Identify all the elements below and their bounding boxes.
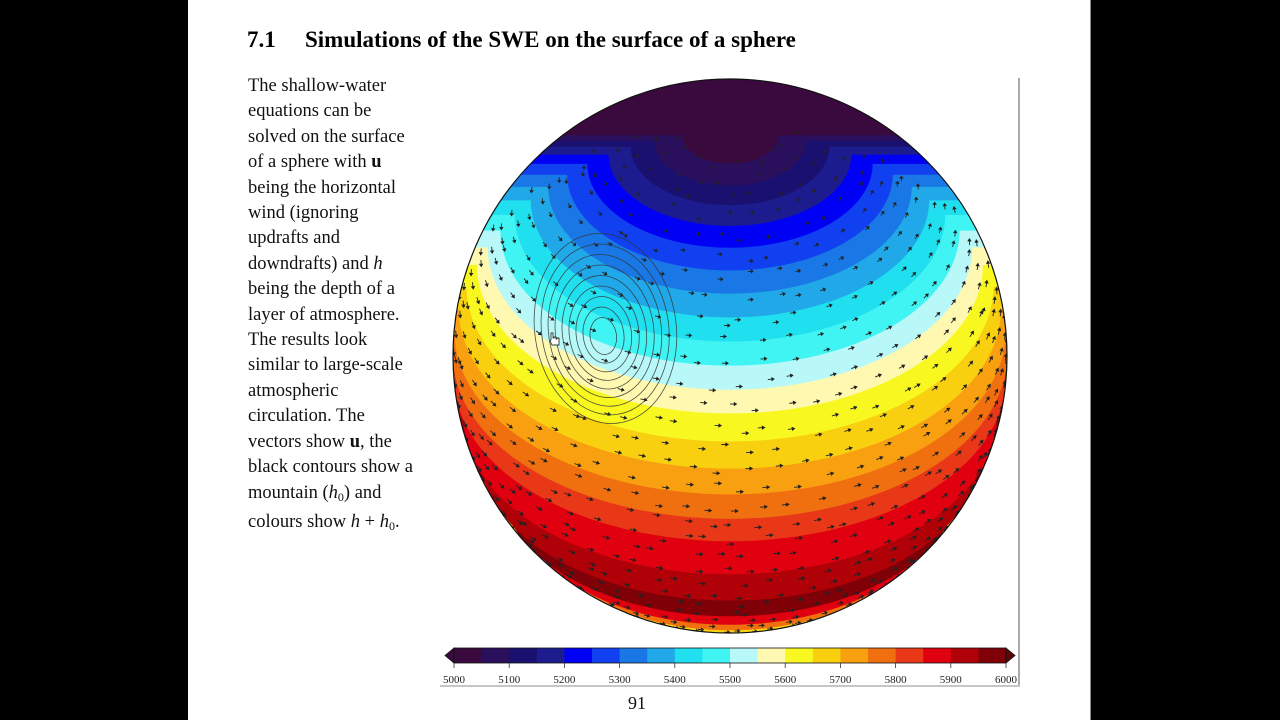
figure-caption-text: The shallow-water equations can be solved … bbox=[248, 74, 448, 539]
section-number: 7.1 bbox=[247, 27, 276, 52]
text-line: being the horizontal bbox=[248, 177, 396, 198]
text-line: of a sphere with u bbox=[248, 152, 382, 173]
colorbar-tick-label: 5500 bbox=[719, 674, 742, 686]
text-line: solved on the surface bbox=[248, 126, 405, 147]
text-line: updrafts and bbox=[248, 228, 340, 249]
text-line: The shallow-water bbox=[248, 76, 387, 96]
colorbar-tick-label: 5700 bbox=[829, 674, 852, 686]
hand-cursor-icon bbox=[549, 332, 560, 346]
colorbar-tick-label: 5600 bbox=[774, 674, 797, 686]
sphere-outline bbox=[452, 78, 1008, 634]
text-line: atmospheric bbox=[248, 380, 339, 401]
text-line: colours show h + h0. bbox=[248, 511, 400, 533]
document-page: 7.1 Simulations of the SWE on the surface… bbox=[188, 0, 1091, 720]
colorbar: 5000 5100 5200 5300 5400 5500 5600 5700 5800 5900… bbox=[440, 647, 1020, 687]
text-line: circulation. The bbox=[248, 406, 365, 427]
colorbar-tick-label: 5900 bbox=[940, 674, 963, 686]
section-heading: 7.1 Simulations of the SWE on the surface… bbox=[247, 27, 796, 53]
text-line: similar to large-scale bbox=[248, 355, 403, 376]
colorbar-tick-label: 5000 bbox=[443, 674, 466, 686]
colorbar-tick-label: 5200 bbox=[553, 674, 576, 686]
sphere-plot bbox=[453, 79, 1007, 633]
colorbar-tick-label: 5300 bbox=[609, 674, 632, 686]
text-line: black contours show a bbox=[248, 457, 413, 478]
text-line: mountain (h0) and bbox=[248, 482, 382, 504]
page-number: 91 bbox=[628, 693, 646, 713]
section-title: Simulations of the SWE on the surface of… bbox=[305, 27, 796, 52]
colorbar-tick-label: 5800 bbox=[885, 674, 908, 686]
colorbar-tick-label: 6000 bbox=[995, 674, 1018, 686]
text-line: equations can be bbox=[248, 101, 372, 122]
text-line: downdrafts) and h bbox=[248, 253, 383, 274]
colorbar-tick-label: 5100 bbox=[498, 674, 521, 686]
text-line: wind (ignoring bbox=[248, 203, 359, 224]
sphere-figure: 5000 5100 5200 5300 5400 5500 5600 5700 5800 5900… bbox=[440, 78, 1020, 687]
text-line: being the depth of a bbox=[248, 279, 395, 300]
text-line: The results look bbox=[248, 330, 368, 351]
text-line: layer of atmosphere. bbox=[248, 304, 400, 325]
colorbar-tick-label: 5400 bbox=[664, 674, 687, 686]
text-line: vectors show u, the bbox=[248, 431, 392, 452]
